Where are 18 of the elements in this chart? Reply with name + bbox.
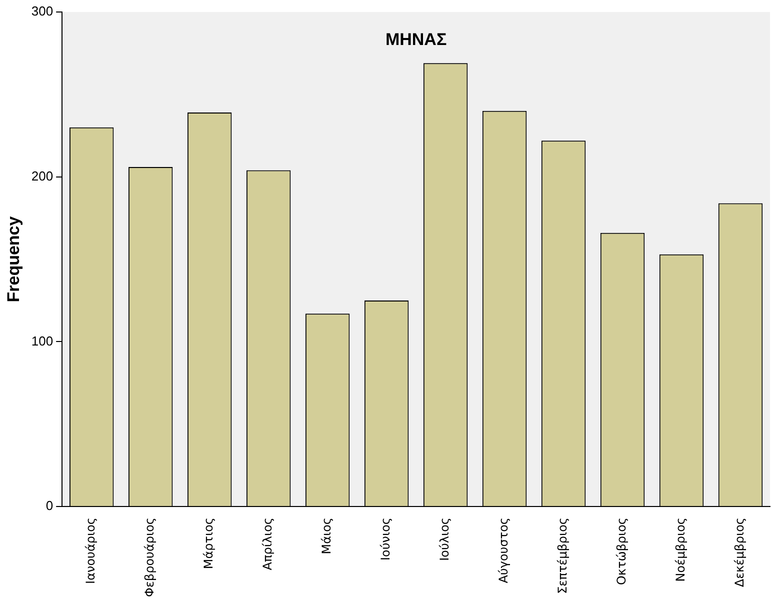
y-tick-label: 200 xyxy=(31,168,54,184)
x-tick-label: Μάιος xyxy=(320,518,334,554)
x-tick-label: Μάρτιος xyxy=(202,518,216,570)
y-tick-label: 0 xyxy=(46,498,54,514)
x-tick-label: Δεκέμβριος xyxy=(732,518,747,588)
x-tick-label: Ιανουάριος xyxy=(84,518,98,584)
x-tick-label: Ιούνιος xyxy=(378,518,393,561)
y-tick-label: 100 xyxy=(31,333,54,348)
x-tick-label: Φεβρουάριος xyxy=(142,518,157,598)
x-tick-label: Νοέμβριος xyxy=(674,518,688,582)
x-tick-label: Σεπτέμβριος xyxy=(556,518,570,594)
x-tick-label: Αύγουστος xyxy=(496,518,511,584)
x-tick-label: Ιούλιος xyxy=(438,518,452,561)
x-tick-label: Απρίλιος xyxy=(260,518,275,570)
x-tick-label: Οκτώβριος xyxy=(614,518,629,586)
y-axis-title: Frequency xyxy=(4,216,23,302)
text: ΜΗΝΑΣ xyxy=(385,30,447,50)
y-tick-label: 300 xyxy=(31,4,54,19)
